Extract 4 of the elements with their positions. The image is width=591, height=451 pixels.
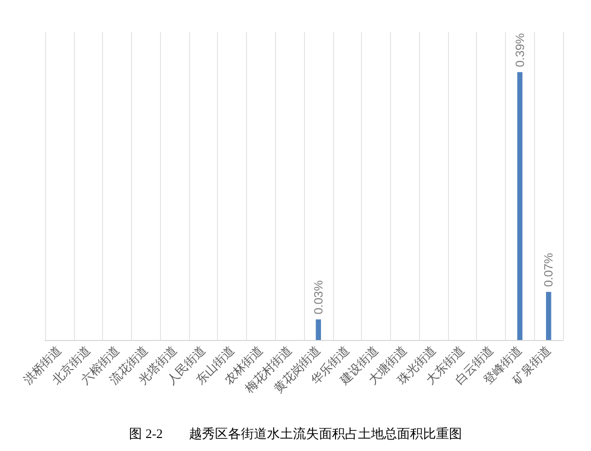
data-label: 0.39%	[512, 32, 527, 68]
data-label: 0.03%	[311, 280, 326, 314]
data-label: 0.07%	[542, 252, 556, 287]
text: 图 2-2 越秀区各街道水土流失面积占土地总面积比重图	[129, 426, 462, 441]
